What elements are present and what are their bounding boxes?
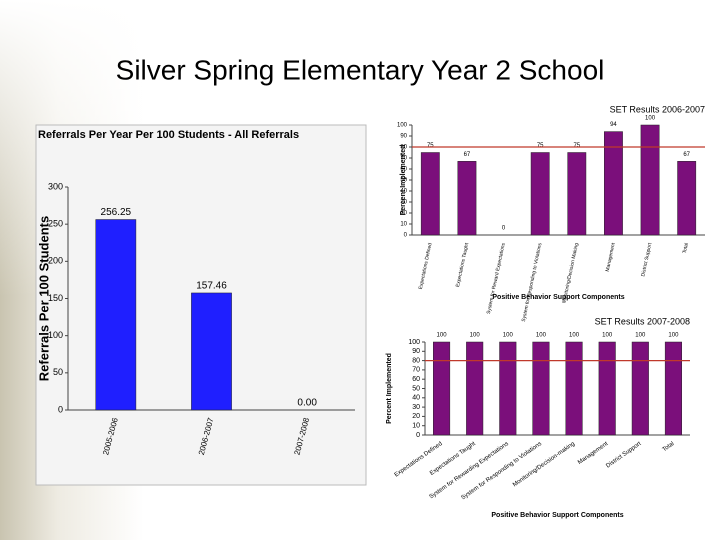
y-tick-label: 40 [400, 189, 407, 195]
value-label: 157.46 [196, 281, 227, 292]
bar [677, 161, 697, 236]
value-label: 67 [464, 152, 471, 158]
value-label: 100 [437, 333, 448, 339]
value-label: 100 [503, 333, 514, 339]
value-label: 0.00 [297, 398, 317, 409]
y-tick-label: 300 [48, 181, 63, 191]
bar [640, 124, 660, 236]
y-tick-label: 90 [412, 348, 420, 355]
y-tick-label: 40 [412, 395, 420, 402]
bar [598, 341, 616, 436]
y-tick-label: 0 [58, 404, 63, 414]
value-label: 256.25 [101, 207, 132, 218]
value-label: 100 [536, 333, 547, 339]
slide-title: Silver Spring Elementary Year 2 School [116, 54, 605, 85]
value-label: 100 [470, 333, 481, 339]
y-tick-label: 100 [397, 123, 408, 129]
y-tick-label: 100 [48, 330, 63, 340]
y-tick-label: 70 [400, 156, 407, 162]
bar [95, 219, 137, 411]
bar [565, 341, 583, 436]
y-tick-label: 250 [48, 219, 63, 229]
y-tick-label: 200 [48, 256, 63, 266]
y-axis-label: Percent Implemented [400, 145, 407, 216]
value-label: 0 [502, 226, 506, 232]
bar [664, 341, 682, 436]
value-label: 100 [668, 333, 679, 339]
y-tick-label: 0 [404, 233, 408, 239]
bar [466, 341, 484, 436]
y-tick-label: 150 [48, 293, 63, 303]
y-tick-label: 60 [412, 376, 420, 383]
bar [631, 341, 649, 436]
value-label: 75 [427, 143, 434, 149]
value-label: 94 [610, 122, 617, 128]
y-tick-label: 50 [412, 385, 420, 392]
bar [567, 152, 587, 236]
y-tick-label: 10 [400, 222, 407, 228]
chart-title: Referrals Per Year Per 100 Students - Al… [38, 129, 299, 141]
chart-title: SET Results 2007-2008 [595, 316, 690, 326]
chart-title: SET Results 2006-2007 [610, 104, 705, 114]
bar [530, 152, 550, 236]
y-tick-label: 80 [412, 357, 420, 364]
value-label: 100 [645, 116, 656, 122]
bar [457, 161, 477, 236]
y-tick-label: 20 [400, 211, 407, 217]
y-tick-label: 0 [416, 432, 420, 439]
x-axis-label: Positive Behavior Support Components [491, 512, 623, 519]
x-tick-label: Total [682, 242, 690, 254]
value-label: 100 [635, 333, 646, 339]
value-label: 100 [569, 333, 580, 339]
value-label: 100 [602, 333, 613, 339]
bar [499, 341, 517, 436]
y-tick-label: 80 [400, 145, 407, 151]
value-label: 67 [683, 152, 690, 158]
bar [433, 341, 451, 436]
y-tick-label: 50 [53, 367, 63, 377]
x-axis-label: Positive Behavior Support Components [492, 294, 624, 301]
value-label: 75 [573, 143, 580, 149]
y-tick-label: 90 [400, 134, 407, 140]
y-tick-label: 100 [408, 339, 420, 346]
bar [604, 131, 623, 236]
y-axis-label: Referrals Per 100 Students [36, 216, 51, 381]
y-tick-label: 70 [412, 367, 420, 374]
y-tick-label: 20 [412, 413, 420, 420]
y-axis-label: Percent Implemented [386, 353, 393, 424]
y-tick-label: 50 [400, 178, 407, 184]
y-tick-label: 30 [400, 200, 407, 206]
y-tick-label: 10 [412, 423, 420, 430]
y-tick-label: 60 [400, 167, 407, 173]
y-tick-label: 30 [412, 404, 420, 411]
value-label: 75 [537, 143, 544, 149]
bar [191, 292, 232, 411]
bar [532, 341, 550, 436]
bar [420, 152, 440, 236]
